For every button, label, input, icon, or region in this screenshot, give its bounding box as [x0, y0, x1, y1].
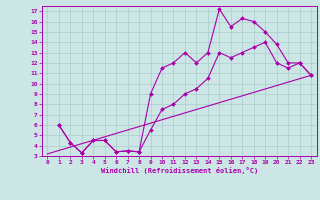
- X-axis label: Windchill (Refroidissement éolien,°C): Windchill (Refroidissement éolien,°C): [100, 167, 258, 174]
